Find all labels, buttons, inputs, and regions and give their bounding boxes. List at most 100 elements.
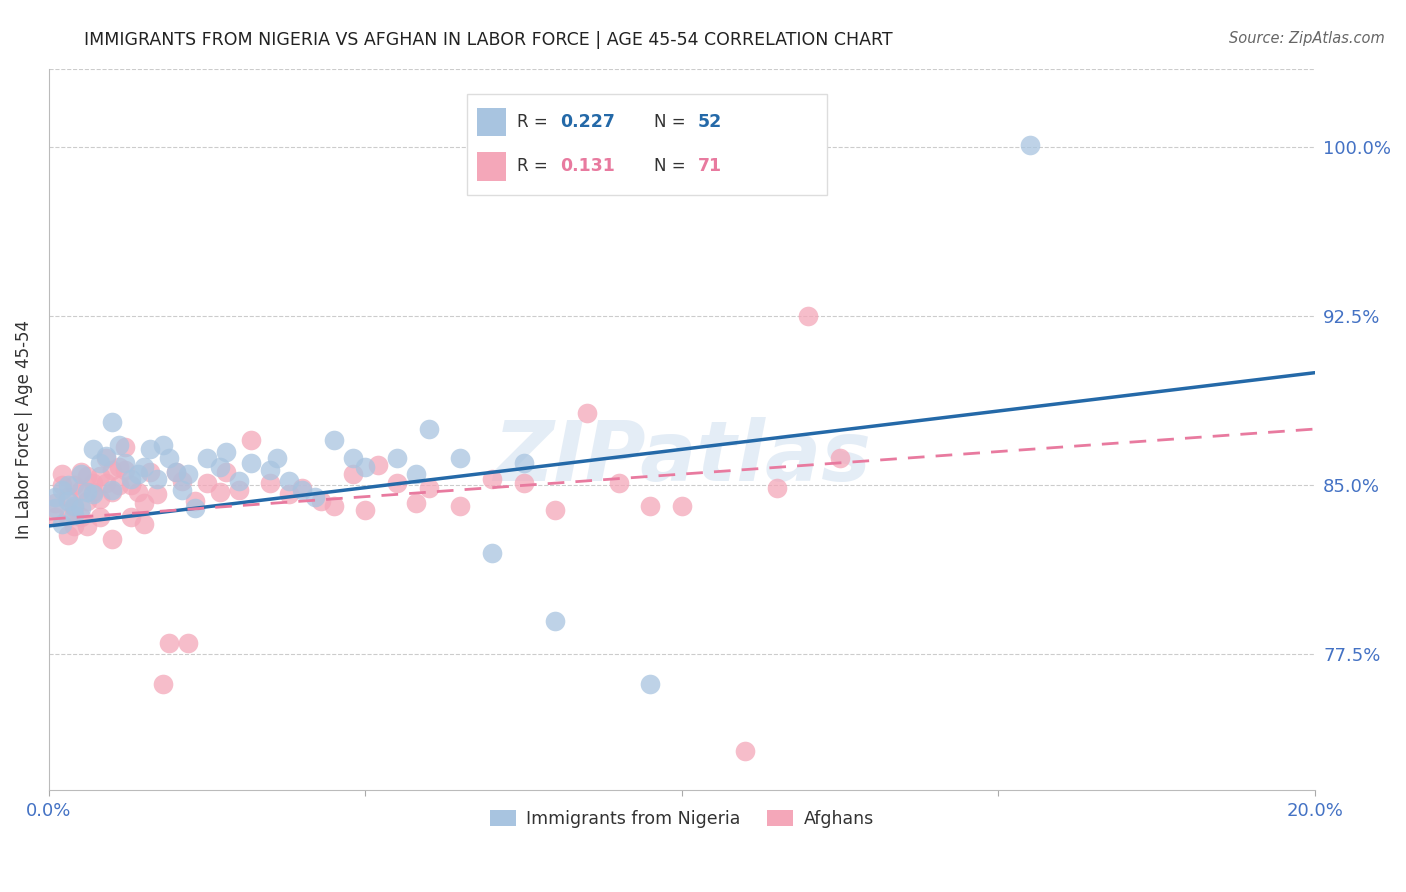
- Point: [89, 456, 111, 470]
- Point: [107, 438, 129, 452]
- Point: [63, 478, 86, 492]
- Point: [177, 467, 200, 482]
- Point: [195, 451, 218, 466]
- Point: [63, 500, 86, 515]
- Point: [101, 415, 124, 429]
- Point: [215, 444, 238, 458]
- Point: [44, 490, 66, 504]
- Point: [170, 474, 193, 488]
- Point: [157, 636, 180, 650]
- Point: [76, 519, 98, 533]
- Point: [607, 476, 630, 491]
- Point: [139, 442, 162, 457]
- Point: [63, 499, 86, 513]
- Point: [114, 462, 136, 476]
- Point: [671, 499, 693, 513]
- Point: [139, 465, 162, 479]
- Point: [228, 474, 250, 488]
- Point: [152, 676, 174, 690]
- Point: [145, 487, 167, 501]
- Text: IMMIGRANTS FROM NIGERIA VS AFGHAN IN LABOR FORCE | AGE 45-54 CORRELATION CHART: IMMIGRANTS FROM NIGERIA VS AFGHAN IN LAB…: [84, 31, 893, 49]
- Point: [165, 465, 187, 479]
- Point: [101, 483, 124, 497]
- Point: [228, 483, 250, 497]
- Point: [828, 451, 851, 466]
- Point: [107, 478, 129, 492]
- Point: [259, 476, 281, 491]
- Point: [44, 510, 66, 524]
- Point: [449, 451, 471, 466]
- Point: [797, 310, 820, 324]
- Point: [1018, 138, 1040, 153]
- Point: [215, 465, 238, 479]
- Point: [342, 451, 364, 466]
- Point: [82, 487, 104, 501]
- Point: [82, 485, 104, 500]
- Point: [418, 422, 440, 436]
- Point: [354, 503, 377, 517]
- Point: [82, 442, 104, 457]
- Point: [183, 500, 205, 515]
- Point: [76, 469, 98, 483]
- Point: [51, 483, 73, 497]
- Point: [51, 467, 73, 482]
- Point: [114, 440, 136, 454]
- Point: [183, 494, 205, 508]
- Point: [145, 472, 167, 486]
- Point: [405, 496, 427, 510]
- Point: [240, 456, 263, 470]
- Point: [69, 500, 91, 515]
- Point: [56, 510, 79, 524]
- Point: [120, 478, 142, 492]
- Legend: Immigrants from Nigeria, Afghans: Immigrants from Nigeria, Afghans: [484, 803, 880, 835]
- Point: [89, 469, 111, 483]
- Point: [44, 500, 66, 515]
- Point: [101, 533, 124, 547]
- Point: [56, 490, 79, 504]
- Point: [107, 460, 129, 475]
- Point: [51, 478, 73, 492]
- Point: [127, 485, 149, 500]
- Point: [132, 496, 155, 510]
- Point: [63, 519, 86, 533]
- Point: [638, 676, 661, 690]
- Point: [322, 434, 344, 448]
- Point: [170, 483, 193, 497]
- Point: [322, 499, 344, 513]
- Point: [127, 467, 149, 482]
- Point: [291, 483, 314, 497]
- Point: [449, 499, 471, 513]
- Point: [240, 434, 263, 448]
- Point: [69, 467, 91, 482]
- Point: [259, 462, 281, 476]
- Point: [512, 456, 534, 470]
- Point: [44, 496, 66, 510]
- Point: [418, 481, 440, 495]
- Point: [94, 449, 117, 463]
- Point: [76, 494, 98, 508]
- Point: [120, 510, 142, 524]
- Point: [120, 472, 142, 486]
- Point: [114, 456, 136, 470]
- Point: [94, 451, 117, 466]
- Point: [56, 494, 79, 508]
- Point: [56, 528, 79, 542]
- Point: [89, 510, 111, 524]
- Point: [69, 465, 91, 479]
- Point: [765, 481, 787, 495]
- Text: Source: ZipAtlas.com: Source: ZipAtlas.com: [1229, 31, 1385, 46]
- Point: [342, 467, 364, 482]
- Point: [195, 476, 218, 491]
- Point: [177, 636, 200, 650]
- Point: [638, 499, 661, 513]
- Point: [51, 516, 73, 531]
- Point: [481, 472, 503, 486]
- Point: [354, 460, 377, 475]
- Point: [82, 476, 104, 491]
- Point: [63, 508, 86, 522]
- Point: [94, 476, 117, 491]
- Point: [266, 451, 288, 466]
- Point: [152, 438, 174, 452]
- Point: [309, 494, 332, 508]
- Point: [544, 503, 567, 517]
